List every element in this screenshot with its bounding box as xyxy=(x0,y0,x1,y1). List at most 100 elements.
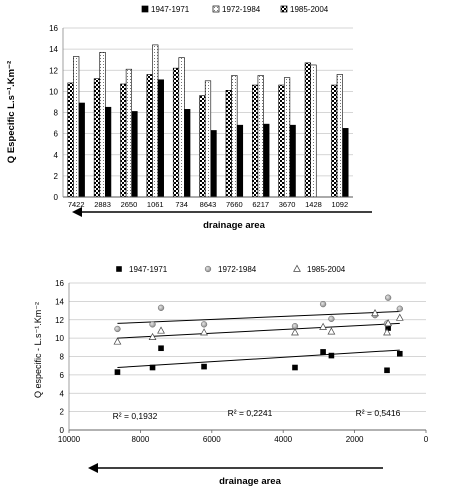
bar-1985-2004 xyxy=(67,82,74,198)
y-axis-label: Q Especific L.s⁻¹.Km⁻² xyxy=(6,61,17,163)
point-1972-1984 xyxy=(396,305,403,312)
y-tick-label: 14 xyxy=(49,45,58,54)
bar-chart: 0 2 4 6 8 10 12 14 16 7422 2883 2650 1061 734 8643 7660… xyxy=(6,5,372,231)
axes xyxy=(68,283,427,433)
x-tick-label: 1428 xyxy=(305,200,322,209)
bar-1947-1971 xyxy=(342,128,349,198)
x-tick-label: 10000 xyxy=(58,435,81,444)
bar-1985-2004 xyxy=(252,84,259,198)
x-direction-arrow xyxy=(88,463,383,473)
trendlines xyxy=(117,310,400,369)
bar-1985-2004 xyxy=(146,74,153,198)
point-1947-1971 xyxy=(149,364,156,371)
bar-1972-1984 xyxy=(310,64,317,198)
bar-1972-1984 xyxy=(257,75,264,198)
point-1985-2004 xyxy=(291,328,299,336)
point-1947-1971 xyxy=(384,367,390,374)
y-tick-label: 6 xyxy=(60,371,65,380)
legend-swatch-1985-2004 xyxy=(280,5,288,13)
y-tick-label: 10 xyxy=(55,334,64,343)
point-1947-1971 xyxy=(320,349,326,355)
legend-label: 1972-1984 xyxy=(218,265,257,274)
x-axis-label: drainage area xyxy=(219,476,281,487)
y-tick-label: 10 xyxy=(49,87,58,96)
y-tick-label: 0 xyxy=(60,426,65,435)
y-tick-label: 12 xyxy=(55,316,64,325)
x-tick-label: 6217 xyxy=(252,200,269,209)
bar-1947-1971 xyxy=(263,123,270,198)
x-tick-label: 3670 xyxy=(279,200,296,209)
bar-1972-1984 xyxy=(73,56,80,198)
bar-1985-2004 xyxy=(278,84,285,198)
trendline-1985-2004 xyxy=(117,322,400,339)
legend-marker-1972-1984 xyxy=(204,265,212,273)
y-tick-label: 14 xyxy=(55,297,64,306)
legend-marker-1947-1971 xyxy=(116,266,122,272)
bar-1972-1984 xyxy=(178,57,185,198)
point-1972-1984 xyxy=(291,323,299,330)
legend-label: 1985-2004 xyxy=(307,265,346,274)
bar-1972-1984 xyxy=(152,44,159,198)
point-1972-1984 xyxy=(328,315,335,322)
bar-1972-1984 xyxy=(231,75,238,198)
bar-1985-2004 xyxy=(120,83,127,198)
bar-1985-2004 xyxy=(172,67,180,198)
point-1972-1984 xyxy=(149,321,156,328)
bar-1947-1971 xyxy=(236,124,244,198)
point-1947-1971 xyxy=(396,350,403,357)
bars xyxy=(67,44,349,198)
bar-1947-1971 xyxy=(184,109,191,198)
point-1972-1984 xyxy=(157,304,165,311)
point-1985-2004 xyxy=(384,319,393,327)
x-tick-label: 4000 xyxy=(274,435,292,444)
legend-swatch-1947-1971 xyxy=(141,5,149,13)
legend: 1947-1971 1972-1984 1985-2004 xyxy=(116,264,346,274)
point-1972-1984 xyxy=(114,325,121,333)
y-tick-label: 2 xyxy=(60,408,65,417)
legend-label: 1947-1971 xyxy=(129,265,168,274)
bar-1972-1984 xyxy=(204,80,212,198)
r2-annotation: R² = 0,5416 xyxy=(356,408,401,418)
point-1972-1984 xyxy=(384,294,392,301)
trendline-1972-1984 xyxy=(117,310,400,324)
bar-1985-2004 xyxy=(331,84,338,198)
bar-1985-2004 xyxy=(93,78,101,198)
bar-1985-2004 xyxy=(304,62,311,198)
point-1985-2004 xyxy=(327,327,336,335)
y-tick-label: 12 xyxy=(49,66,58,75)
x-direction-arrow xyxy=(72,207,372,217)
tick-labels: 0 2 4 6 8 10 12 14 16 10000 8000 6000 4000 2000 0 xyxy=(55,279,429,444)
tick-labels: 0 2 4 6 8 10 12 14 16 7422 2883 2650 1061 734 8643 7660… xyxy=(49,24,348,209)
x-tick-label: 2883 xyxy=(94,200,111,209)
bar-1985-2004 xyxy=(225,90,232,198)
x-tick-label: 734 xyxy=(175,200,188,209)
y-tick-label: 4 xyxy=(54,151,59,160)
bar-1947-1971 xyxy=(157,79,164,198)
y-tick-label: 2 xyxy=(54,172,59,181)
bar-1947-1971 xyxy=(105,106,112,198)
x-tick-label: 1061 xyxy=(147,200,164,209)
axes xyxy=(62,28,353,198)
bar-1972-1984 xyxy=(99,51,106,198)
legend-swatch-1972-1984 xyxy=(212,5,220,13)
scatter-chart: 0 2 4 6 8 10 12 14 16 10000 8000 6000 4000 2000 0 1947… xyxy=(33,264,429,487)
x-tick-label: 8000 xyxy=(132,435,150,444)
point-1985-2004 xyxy=(395,313,404,321)
bar-1985-2004 xyxy=(199,95,206,198)
point-1947-1971 xyxy=(292,364,298,371)
r2-annotation: R² = 0,2241 xyxy=(228,408,273,418)
point-1985-2004 xyxy=(200,328,208,336)
x-tick-label: 1092 xyxy=(331,200,348,209)
bar-1972-1984 xyxy=(125,68,133,198)
point-1985-2004 xyxy=(319,322,327,330)
legend-label: 1985-2004 xyxy=(290,5,329,14)
point-1947-1971 xyxy=(114,369,121,375)
y-axis-label: Q especific - L.s⁻¹.Km⁻² xyxy=(33,302,43,398)
y-tick-label: 16 xyxy=(55,279,64,288)
legend-label: 1972-1984 xyxy=(222,5,261,14)
legend-label: 1947-1971 xyxy=(151,5,190,14)
y-tick-label: 8 xyxy=(54,109,59,118)
point-1947-1971 xyxy=(201,363,207,370)
y-tick-label: 4 xyxy=(60,389,65,398)
bar-1972-1984 xyxy=(283,77,291,198)
